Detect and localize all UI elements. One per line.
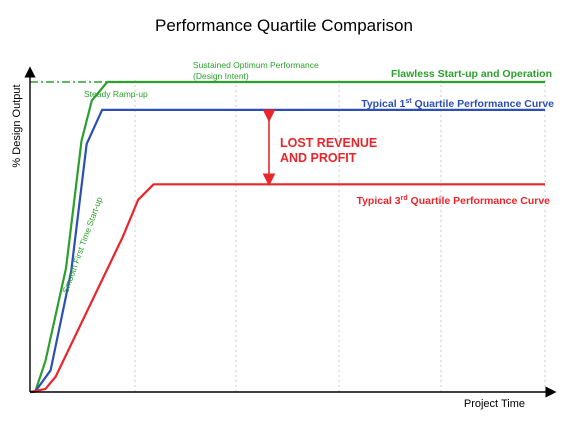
y-axis-label: % Design Output <box>11 84 23 167</box>
annotation-steady-rampup: Steady Ramp-up <box>84 89 148 99</box>
series-label-q1: Typical 1st Quartile Performance Curve <box>361 98 554 110</box>
series-lines <box>29 80 545 394</box>
x-axis-label: Project Time <box>464 398 525 410</box>
series-label-q3: Typical 3rd Quartile Performance Curve <box>356 195 550 207</box>
annotation-smooth-startup: Smooth First Time Start-up <box>60 195 104 294</box>
annotation-sustained-optimum: Sustained Optimum Performance <box>193 60 319 70</box>
lost-revenue-label-line2: AND PROFIT <box>280 151 357 165</box>
annotation-design-intent: (Design Intent) <box>193 71 249 81</box>
series-label-flawless: Flawless Start-up and Operation <box>391 68 552 80</box>
lost-revenue-label-line1: LOST REVENUE <box>280 136 377 150</box>
series-line-q1 <box>29 108 545 394</box>
series-line-q3 <box>29 183 545 394</box>
series-line-flawless <box>29 80 545 394</box>
chart-title: Performance Quartile Comparison <box>155 16 413 35</box>
grid-lines <box>134 80 546 392</box>
